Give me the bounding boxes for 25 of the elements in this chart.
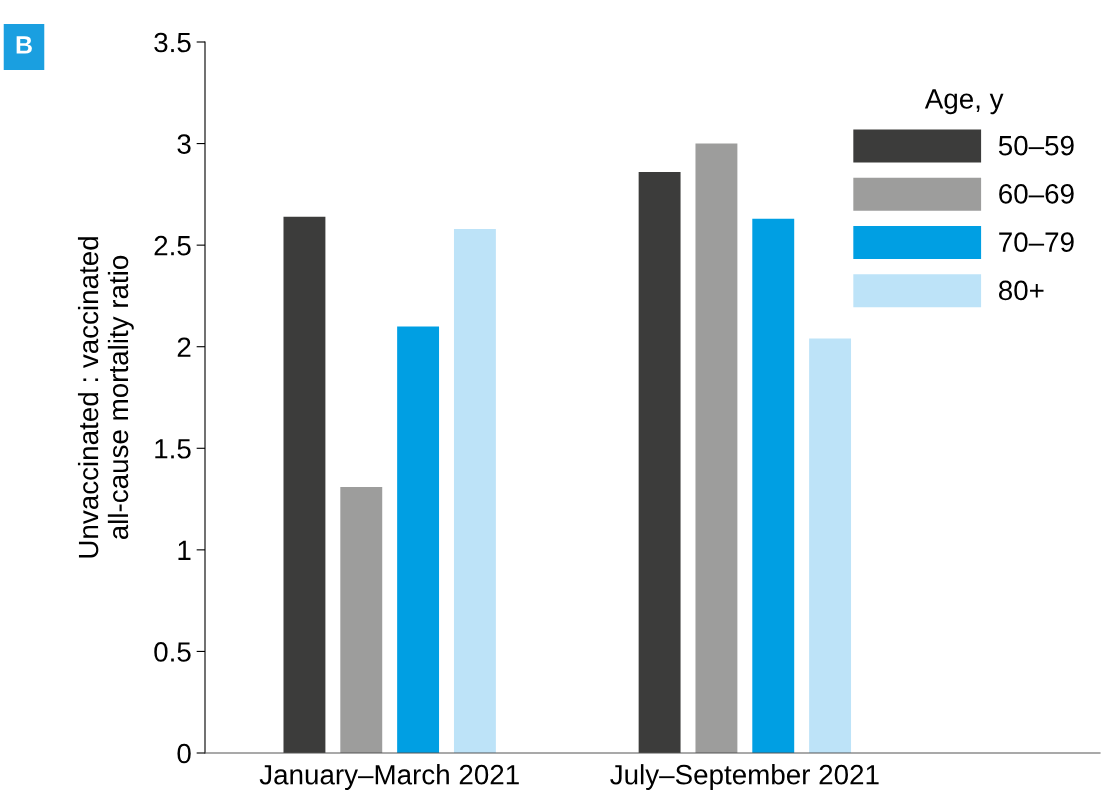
y-tick-label: 2.5: [154, 235, 191, 256]
legend-label: 50–59: [998, 135, 1074, 156]
x-tick-label: July–September 2021: [610, 764, 879, 791]
legend-label: 80+: [998, 280, 1044, 301]
bar: [809, 338, 852, 753]
bar: [453, 228, 496, 753]
y-tick-label: 3: [177, 134, 191, 154]
y-axis-title: Unvaccinated : vaccinated all-cause mortality ratio: [77, 237, 134, 558]
bar: [695, 143, 738, 753]
y-tick-label: 0.5: [154, 642, 191, 662]
legend-label: 70–79: [999, 232, 1074, 252]
x-tick-label: January–March 2021: [259, 764, 519, 791]
bar: [752, 218, 795, 753]
y-tick-label: 2: [177, 337, 191, 357]
bar: [638, 172, 681, 753]
y-tick-label: 0: [177, 743, 191, 764]
text: B: [16, 36, 32, 54]
legend-label: 60–69: [999, 184, 1074, 204]
bar: [340, 486, 383, 753]
y-tick-label: 1: [178, 540, 191, 560]
bar: [397, 326, 440, 753]
bar: [283, 216, 326, 753]
y-tick-label: 3.5: [154, 32, 191, 53]
legend-title: Age, y: [924, 89, 1004, 115]
y-tick-label: 1.5: [155, 439, 191, 459]
